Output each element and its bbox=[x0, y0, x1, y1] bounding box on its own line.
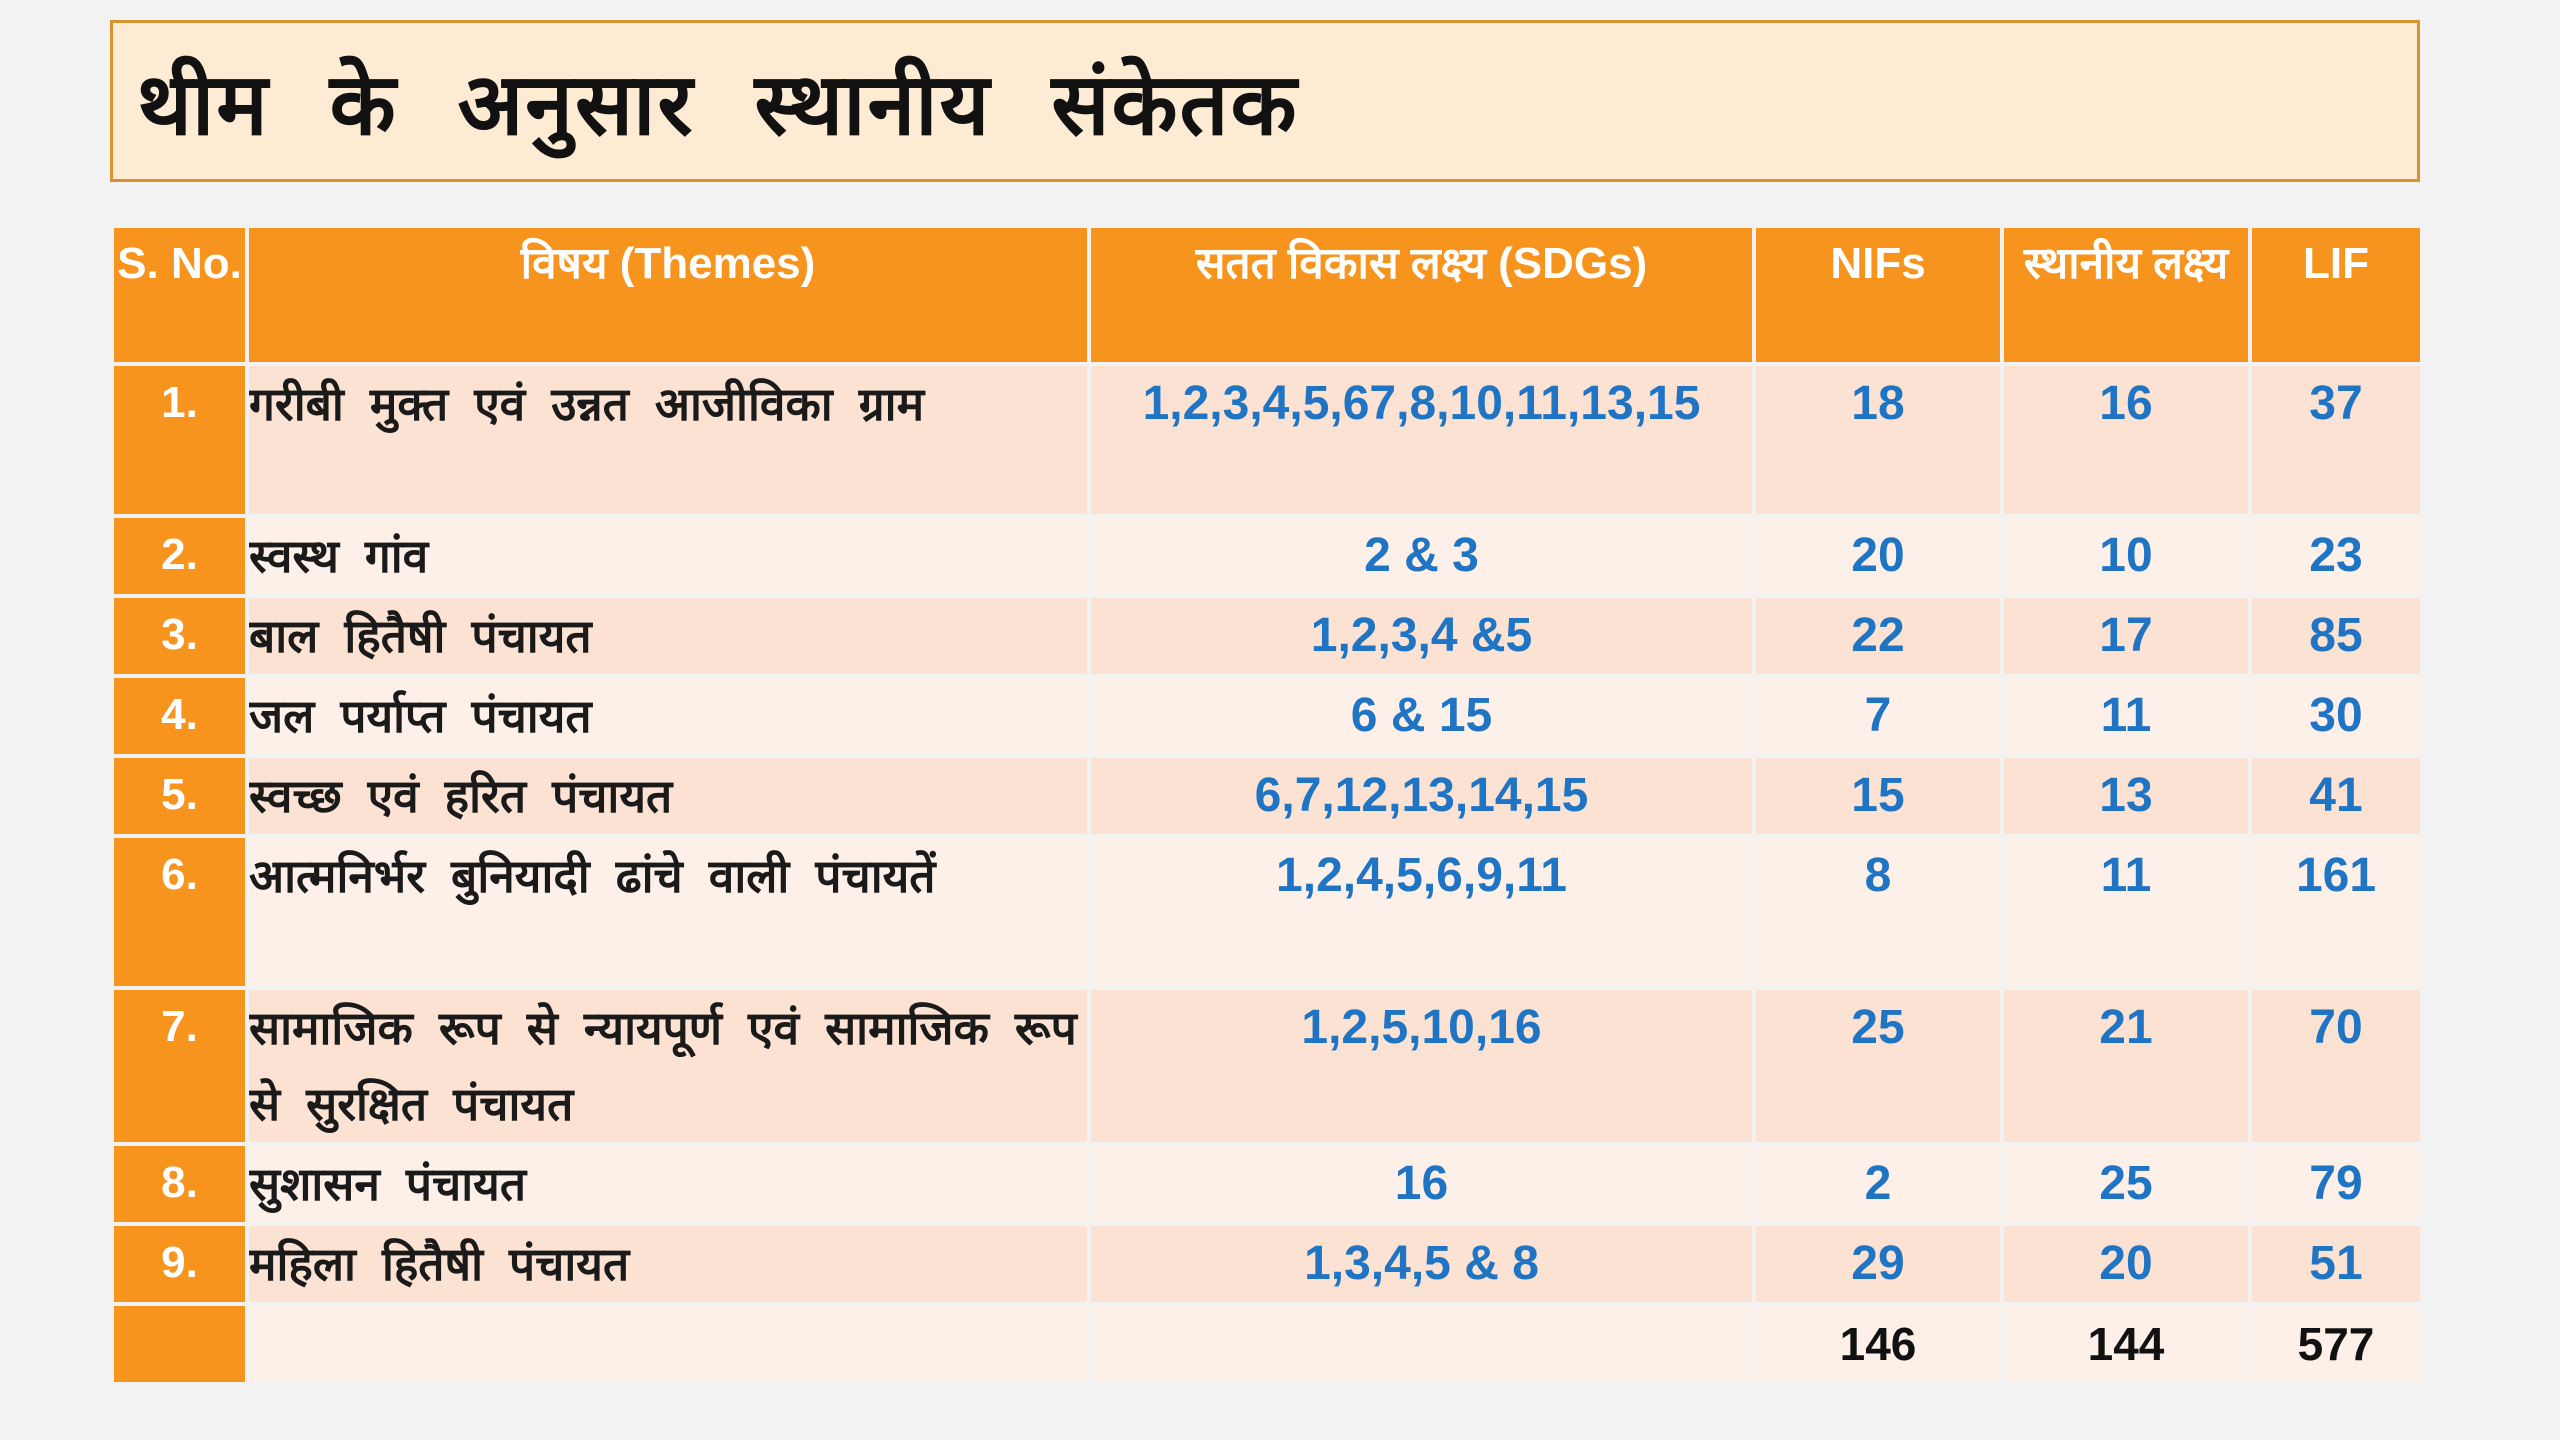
row-local-targets: 11 bbox=[2000, 674, 2252, 758]
row-lif: 41 bbox=[2248, 754, 2424, 838]
row-nifs: 18 bbox=[1752, 362, 2004, 518]
table-header-row: S. No. विषय (Themes) सतत विकास लक्ष्य (S… bbox=[110, 224, 2424, 366]
row-nifs: 22 bbox=[1752, 594, 2004, 678]
row-sno: 9. bbox=[110, 1222, 249, 1306]
row-lif: 51 bbox=[2248, 1222, 2424, 1306]
table-row: 6. आत्मनिर्भर बुनियादी ढांचे वाली पंचायत… bbox=[110, 834, 2424, 990]
table-row: 2. स्वस्थ गांव 2 & 3 20 10 23 bbox=[110, 514, 2424, 598]
row-theme: जल पर्याप्त पंचायत bbox=[245, 674, 1091, 758]
row-sno: 8. bbox=[110, 1142, 249, 1226]
header-sdgs: सतत विकास लक्ष्य (SDGs) bbox=[1087, 224, 1756, 366]
page-title: थीम के अनुसार स्थानीय संकेतक bbox=[137, 54, 1299, 155]
indicators-table: S. No. विषय (Themes) सतत विकास लक्ष्य (S… bbox=[110, 224, 2424, 1386]
totals-sno-cell bbox=[110, 1302, 249, 1386]
row-sno: 6. bbox=[110, 834, 249, 990]
row-sno: 1. bbox=[110, 362, 249, 518]
row-sdgs: 1,2,3,4,5,67,8,10,11,13,15 bbox=[1087, 362, 1756, 518]
row-sno: 4. bbox=[110, 674, 249, 758]
row-nifs: 25 bbox=[1752, 986, 2004, 1146]
row-sdgs: 1,3,4,5 & 8 bbox=[1087, 1222, 1756, 1306]
row-nifs: 15 bbox=[1752, 754, 2004, 838]
title-box: थीम के अनुसार स्थानीय संकेतक bbox=[110, 20, 2420, 182]
row-sdgs: 1,2,4,5,6,9,11 bbox=[1087, 834, 1756, 990]
row-theme: स्वच्छ एवं हरित पंचायत bbox=[245, 754, 1091, 838]
row-lif: 79 bbox=[2248, 1142, 2424, 1226]
row-sdgs: 2 & 3 bbox=[1087, 514, 1756, 598]
header-local-targets: स्थानीय लक्ष्य bbox=[2000, 224, 2252, 366]
row-lif: 30 bbox=[2248, 674, 2424, 758]
header-sno: S. No. bbox=[110, 224, 249, 366]
row-nifs: 2 bbox=[1752, 1142, 2004, 1226]
totals-sdgs-cell bbox=[1087, 1302, 1756, 1386]
row-sno: 3. bbox=[110, 594, 249, 678]
row-sno: 5. bbox=[110, 754, 249, 838]
table-row: 1. गरीबी मुक्त एवं उन्नत आजीविका ग्राम 1… bbox=[110, 362, 2424, 518]
row-local-targets: 21 bbox=[2000, 986, 2252, 1146]
table-row: 5. स्वच्छ एवं हरित पंचायत 6,7,12,13,14,1… bbox=[110, 754, 2424, 838]
table-row: 3. बाल हितैषी पंचायत 1,2,3,4 &5 22 17 85 bbox=[110, 594, 2424, 678]
row-theme: सुशासन पंचायत bbox=[245, 1142, 1091, 1226]
header-lif: LIF bbox=[2248, 224, 2424, 366]
row-sdgs: 6,7,12,13,14,15 bbox=[1087, 754, 1756, 838]
row-theme: गरीबी मुक्त एवं उन्नत आजीविका ग्राम bbox=[245, 362, 1091, 518]
header-nifs: NIFs bbox=[1752, 224, 2004, 366]
table-row: 4. जल पर्याप्त पंचायत 6 & 15 7 11 30 bbox=[110, 674, 2424, 758]
total-lif: 577 bbox=[2248, 1302, 2424, 1386]
row-lif: 23 bbox=[2248, 514, 2424, 598]
row-nifs: 7 bbox=[1752, 674, 2004, 758]
row-local-targets: 13 bbox=[2000, 754, 2252, 838]
totals-theme-cell bbox=[245, 1302, 1091, 1386]
row-local-targets: 11 bbox=[2000, 834, 2252, 990]
row-lif: 70 bbox=[2248, 986, 2424, 1146]
row-nifs: 29 bbox=[1752, 1222, 2004, 1306]
row-theme: बाल हितैषी पंचायत bbox=[245, 594, 1091, 678]
row-local-targets: 17 bbox=[2000, 594, 2252, 678]
row-sdgs: 1,2,3,4 &5 bbox=[1087, 594, 1756, 678]
row-theme: आत्मनिर्भर बुनियादी ढांचे वाली पंचायतें bbox=[245, 834, 1091, 990]
total-local-targets: 144 bbox=[2000, 1302, 2252, 1386]
row-sdgs: 6 & 15 bbox=[1087, 674, 1756, 758]
row-theme: सामाजिक रूप से न्यायपूर्ण एवं सामाजिक रू… bbox=[245, 986, 1091, 1146]
row-sno: 7. bbox=[110, 986, 249, 1146]
row-local-targets: 25 bbox=[2000, 1142, 2252, 1226]
row-nifs: 8 bbox=[1752, 834, 2004, 990]
header-theme: विषय (Themes) bbox=[245, 224, 1091, 366]
row-lif: 161 bbox=[2248, 834, 2424, 990]
row-local-targets: 10 bbox=[2000, 514, 2252, 598]
table-row: 9. महिला हितैषी पंचायत 1,3,4,5 & 8 29 20… bbox=[110, 1222, 2424, 1306]
row-theme: स्वस्थ गांव bbox=[245, 514, 1091, 598]
table-row: 7. सामाजिक रूप से न्यायपूर्ण एवं सामाजिक… bbox=[110, 986, 2424, 1146]
total-nifs: 146 bbox=[1752, 1302, 2004, 1386]
row-lif: 85 bbox=[2248, 594, 2424, 678]
row-lif: 37 bbox=[2248, 362, 2424, 518]
row-sdgs: 16 bbox=[1087, 1142, 1756, 1226]
row-sno: 2. bbox=[110, 514, 249, 598]
row-local-targets: 16 bbox=[2000, 362, 2252, 518]
row-nifs: 20 bbox=[1752, 514, 2004, 598]
row-local-targets: 20 bbox=[2000, 1222, 2252, 1306]
table-row: 8. सुशासन पंचायत 16 2 25 79 bbox=[110, 1142, 2424, 1226]
totals-row: 146 144 577 bbox=[110, 1302, 2424, 1386]
row-theme: महिला हितैषी पंचायत bbox=[245, 1222, 1091, 1306]
row-sdgs: 1,2,5,10,16 bbox=[1087, 986, 1756, 1146]
